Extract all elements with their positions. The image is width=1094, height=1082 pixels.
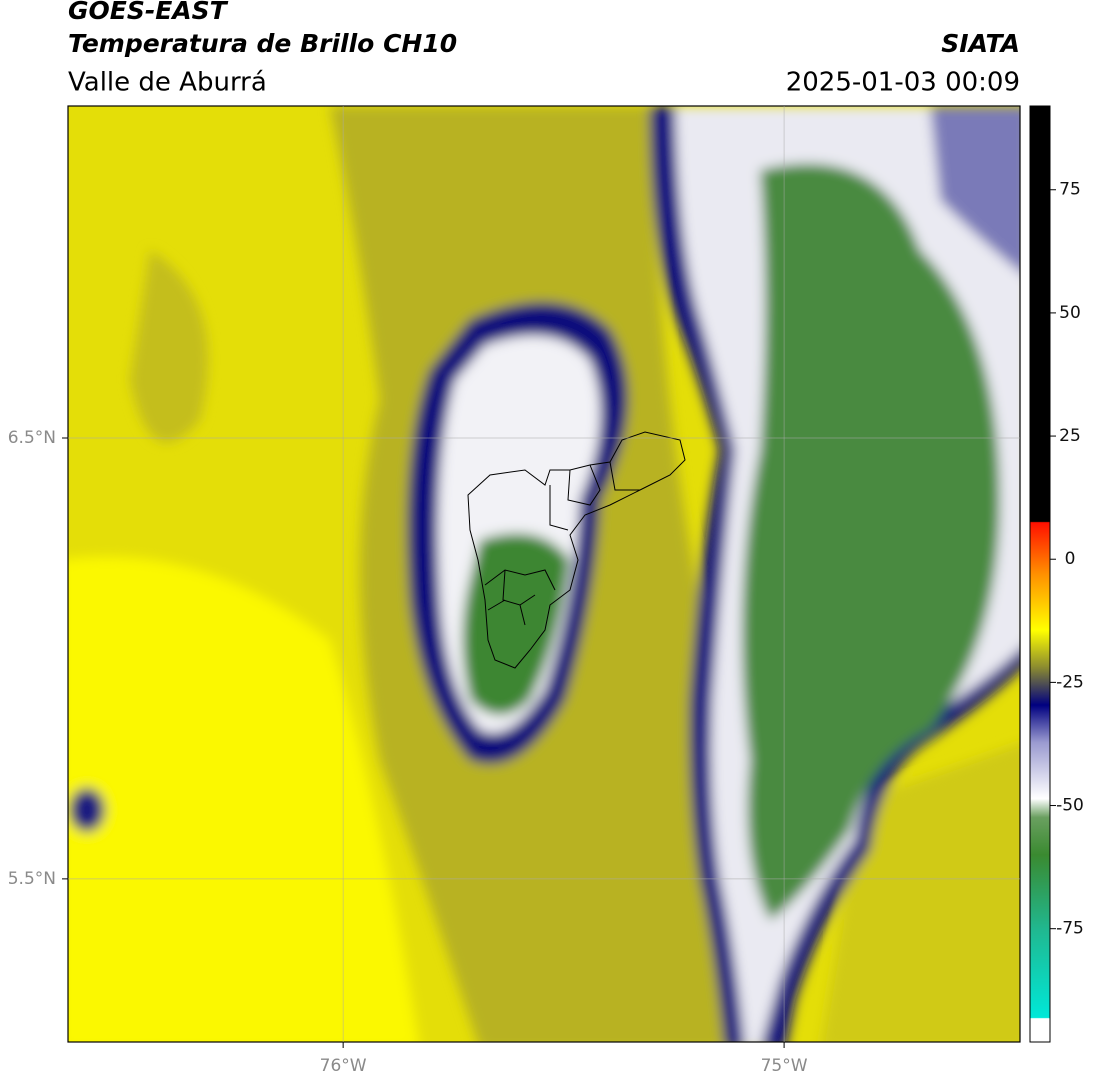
- satellite-image: [68, 106, 1020, 1042]
- x-tick-label: 75°W: [761, 1056, 808, 1076]
- source: SIATA: [941, 29, 1020, 58]
- colorbar-tick-label: -75: [1056, 919, 1084, 939]
- colorbar-tick-label: 0: [1065, 549, 1076, 569]
- region-title: Valle de Aburrá: [68, 68, 267, 98]
- colorbar-tick-label: 75: [1059, 180, 1081, 200]
- colorbar-tick-label: -25: [1056, 672, 1084, 692]
- municipality-borders: [467, 431, 686, 669]
- satellite-title: GOES-EAST: [68, 0, 229, 25]
- colorbar-tick-label: 50: [1059, 303, 1081, 323]
- datetime: 2025-01-03 00:09: [786, 68, 1020, 98]
- x-tick-label: 76°W: [320, 1056, 367, 1076]
- y-tick-label: 5.5°N: [8, 869, 56, 889]
- colorbar: [1029, 105, 1051, 1043]
- colorbar-tick-label: 25: [1059, 426, 1081, 446]
- colorbar-tick-label: -50: [1056, 796, 1084, 816]
- map-frame: [67, 105, 1021, 1043]
- product-title: Temperatura de Brillo CH10: [68, 29, 457, 58]
- y-tick-label: 6.5°N: [8, 428, 56, 448]
